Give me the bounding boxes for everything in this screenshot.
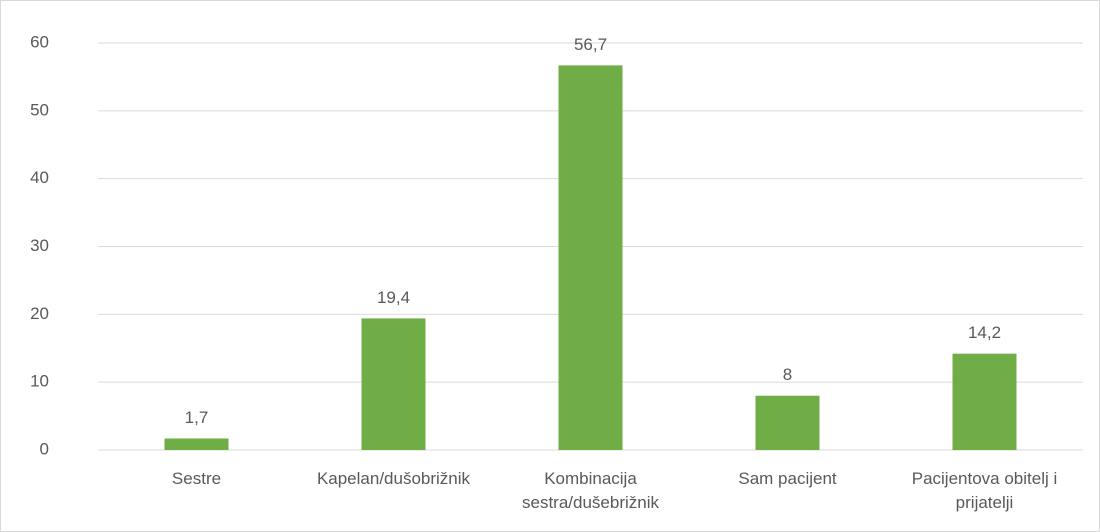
x-tick-label: Sam pacijent — [738, 469, 837, 488]
bar — [755, 395, 820, 450]
y-tick-label: 30 — [30, 236, 49, 255]
bar — [164, 438, 229, 450]
bar — [361, 318, 426, 450]
y-tick-label: 20 — [30, 304, 49, 323]
x-tick-label: Sestre — [171, 469, 222, 488]
value-label: 14,2 — [968, 323, 1001, 342]
y-tick-label: 50 — [30, 100, 49, 119]
x-tick-label: Kapelan/dušobrižnik — [316, 469, 471, 488]
bar — [952, 353, 1017, 450]
x-tick-label: Pacijentova obitelj i prijatelji — [911, 469, 1058, 512]
y-tick-label: 40 — [30, 168, 49, 187]
y-tick-label: 0 — [40, 439, 49, 458]
value-label: 1,7 — [185, 408, 209, 427]
x-tick-label: Kombinacija sestra/dušebrižnik — [521, 469, 659, 512]
value-label: 8 — [783, 365, 792, 384]
value-label: 19,4 — [377, 288, 410, 307]
value-label: 56,7 — [574, 35, 607, 54]
bar — [558, 65, 623, 450]
y-tick-label: 60 — [30, 32, 49, 51]
y-tick-label: 10 — [30, 372, 49, 391]
